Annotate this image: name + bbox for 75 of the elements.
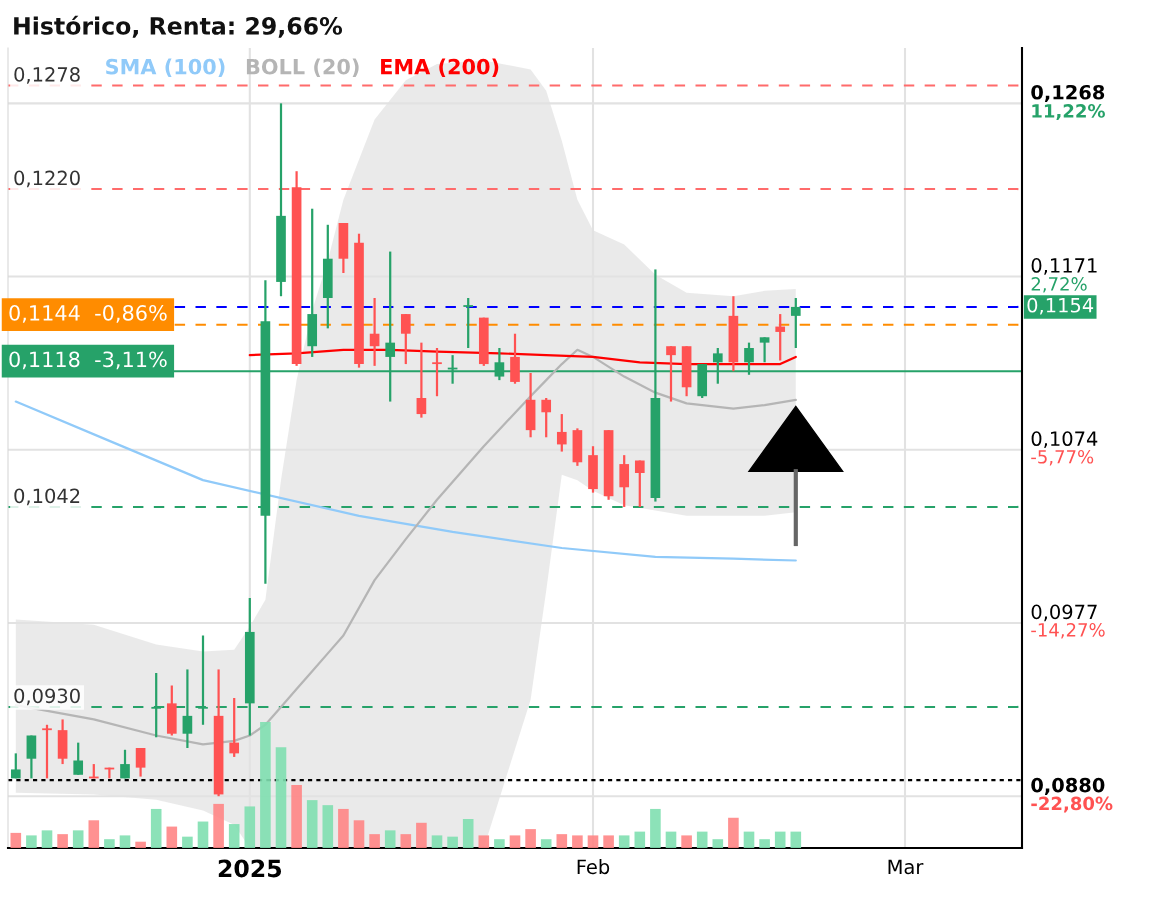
bar [416,822,427,848]
text: SMA (100) [106,58,225,77]
bar [228,824,240,848]
bar [400,834,412,848]
bar [150,808,162,848]
bar [572,835,583,848]
ref-line-label: 0,0930 [14,688,80,706]
ref-line-label: 0,1220 [14,170,80,188]
y-tick-label: 0,1171 [1031,258,1097,275]
bar [57,834,68,848]
bar [634,831,646,848]
bar [431,835,443,848]
bar [650,808,661,848]
bar [478,835,490,848]
y-tick-label: 0,1074 [1031,431,1098,448]
bar [774,831,786,848]
bar [26,835,37,848]
bar [88,820,100,848]
bar [743,831,755,848]
bar [556,834,568,848]
bar [353,820,365,848]
bar [338,808,349,848]
bar [182,836,193,848]
bar [540,839,552,848]
x-tick-label: Mar [888,859,924,875]
y2-tick-label: -14,27% [1031,622,1105,639]
bar [166,826,178,848]
bar [447,836,458,848]
x-tick-label: Feb [577,859,610,875]
ref-line-label: 0,1042 [14,488,80,506]
chart-title: Histórico, Renta: 29,66% [14,15,343,38]
x-tick-label: 2025 [218,859,282,878]
bar [275,747,287,848]
bar [41,830,53,848]
bar [244,806,256,848]
bar [728,817,739,848]
bar [291,785,302,848]
bar [462,819,474,848]
bar [10,832,22,848]
bar [494,839,505,848]
ref-line-label: 0,1278 [14,67,80,84]
bar [72,830,84,848]
bar [369,834,380,848]
bar [384,830,396,848]
bar [509,835,521,848]
annotation: 0,1118 -3,11% [9,351,167,370]
bar [135,841,146,848]
ref-line-label: 0,1154 [1027,297,1094,315]
bar [759,839,770,848]
bar [681,835,692,848]
bar [712,839,724,848]
y-tick-label: 0,0880 [1031,777,1105,795]
y2-tick-label: 2,72% [1031,277,1087,293]
bar [213,803,224,848]
bar [603,835,614,848]
y2-tick-label: 11,22% [1032,104,1105,121]
bar [790,831,802,848]
y2-tick-label: -22,80% [1031,796,1113,813]
bar [696,831,708,848]
y2-tick-label: -5,77% [1031,449,1094,466]
bar [665,831,677,848]
text: BOLL (20) [246,58,359,77]
bar [587,835,599,848]
bar [306,800,318,848]
bar [104,839,115,848]
y-tick-label: 0,1268 [1031,84,1105,103]
annotation: 0,1144 -0,86% [9,304,167,323]
text: EMA (200) [381,58,499,77]
bar [525,829,536,848]
bar [197,821,209,848]
bar [260,722,271,848]
bar [322,805,334,848]
bar [119,835,131,848]
y-tick-label: 0,0977 [1031,604,1097,622]
bar [618,835,630,848]
